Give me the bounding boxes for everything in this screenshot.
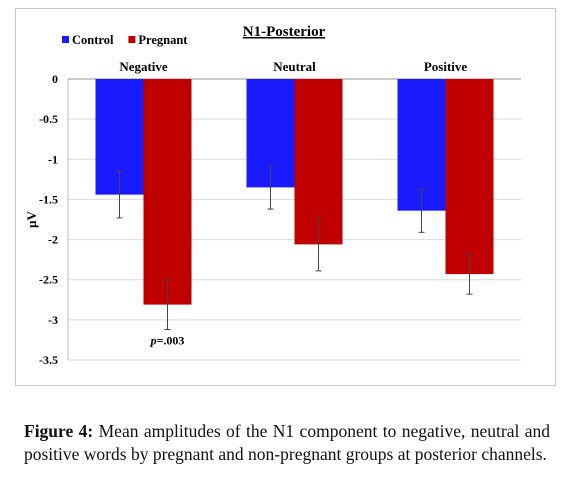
category-label: Positive (424, 59, 468, 74)
legend-swatch (128, 36, 136, 43)
y-tick-label: -1.5 (39, 192, 58, 206)
chart-title: N1-Posterior (243, 24, 326, 40)
legend-label: Control (72, 33, 114, 47)
category-label: Neutral (273, 59, 316, 74)
bar (294, 79, 343, 245)
bar (143, 79, 192, 305)
caption-label: Figure 4: (24, 421, 94, 441)
y-tick-label: -0.5 (39, 112, 58, 126)
bar (445, 79, 494, 275)
significance-annotation: p=.003 (150, 333, 185, 347)
y-tick-label: -3.5 (39, 353, 58, 367)
y-axis-label: µV (24, 210, 39, 227)
y-tick-label: -1 (48, 152, 58, 166)
legend-label: Pregnant (138, 33, 188, 47)
bar-chart: 0 -0.5 -1 -1.5 -2 -2.5 -3 -3.5 µV N1-Posterior Con… (24, 24, 521, 367)
figure-caption: Figure 4: Mean amplitudes of the N1 comp… (24, 420, 550, 466)
y-tick-label: -3 (48, 313, 58, 327)
legend-swatch (62, 36, 69, 43)
chart-frame: 0 -0.5 -1 -1.5 -2 -2.5 -3 -3.5 µV N1-Posterior Con… (15, 8, 556, 386)
caption-text: Mean amplitudes of the N1 component to n… (24, 421, 550, 464)
category-label: Negative (119, 59, 168, 74)
y-tick-label: -2 (48, 233, 58, 247)
y-tick-label: -2.5 (39, 273, 58, 287)
y-tick-label: 0 (52, 72, 58, 86)
